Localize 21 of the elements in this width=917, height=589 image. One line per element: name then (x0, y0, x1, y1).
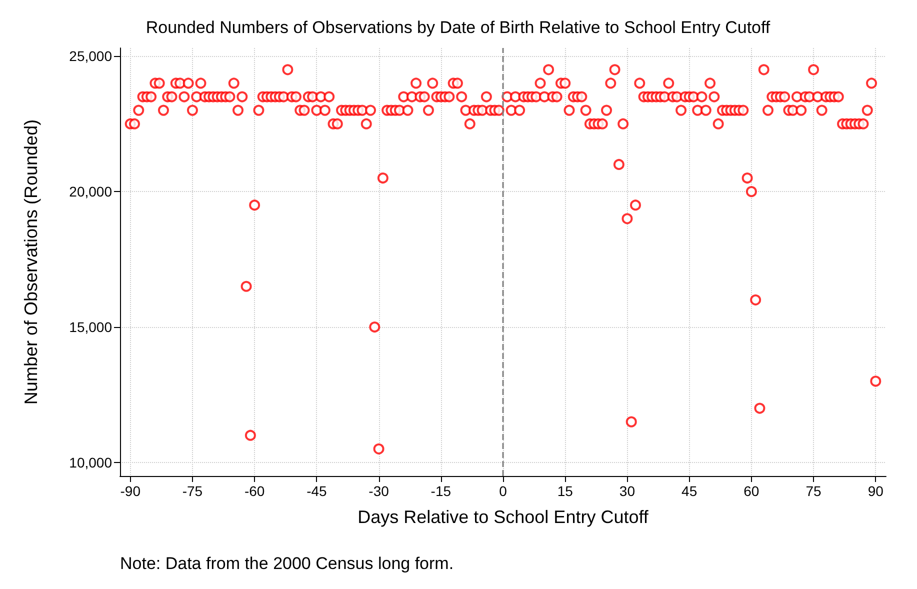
chart-title: Rounded Numbers of Observations by Date of Birth Relative to School Entry Cutoff (146, 18, 770, 37)
x-tick-label: -45 (306, 483, 328, 499)
x-axis-title: Days Relative to School Entry Cutoff (358, 507, 650, 527)
x-tick-label: 75 (806, 483, 822, 499)
x-tick-label: -30 (368, 483, 390, 499)
y-tick-label: 15,000 (69, 319, 112, 336)
y-tick-label: 10,000 (69, 454, 112, 470)
text: Note: Data from the 2000 Census long form. (120, 554, 454, 573)
y-axis-title: Number of Observations (Rounded) (21, 119, 41, 405)
x-tick-label: -90 (120, 483, 141, 499)
y-tick-label: 20,000 (69, 184, 112, 200)
x-tick-label: 0 (499, 483, 508, 499)
x-tick-label: 90 (868, 483, 884, 499)
y-tick-label: 25,000 (69, 48, 112, 64)
x-tick-label: 15 (557, 483, 574, 499)
x-tick-label: 60 (744, 483, 760, 499)
x-tick-label: 30 (619, 483, 636, 499)
x-tick-label: -60 (244, 483, 265, 499)
x-tick-label: -75 (182, 483, 203, 499)
x-tick-label: -15 (430, 483, 452, 499)
x-tick-label: 45 (682, 483, 698, 499)
